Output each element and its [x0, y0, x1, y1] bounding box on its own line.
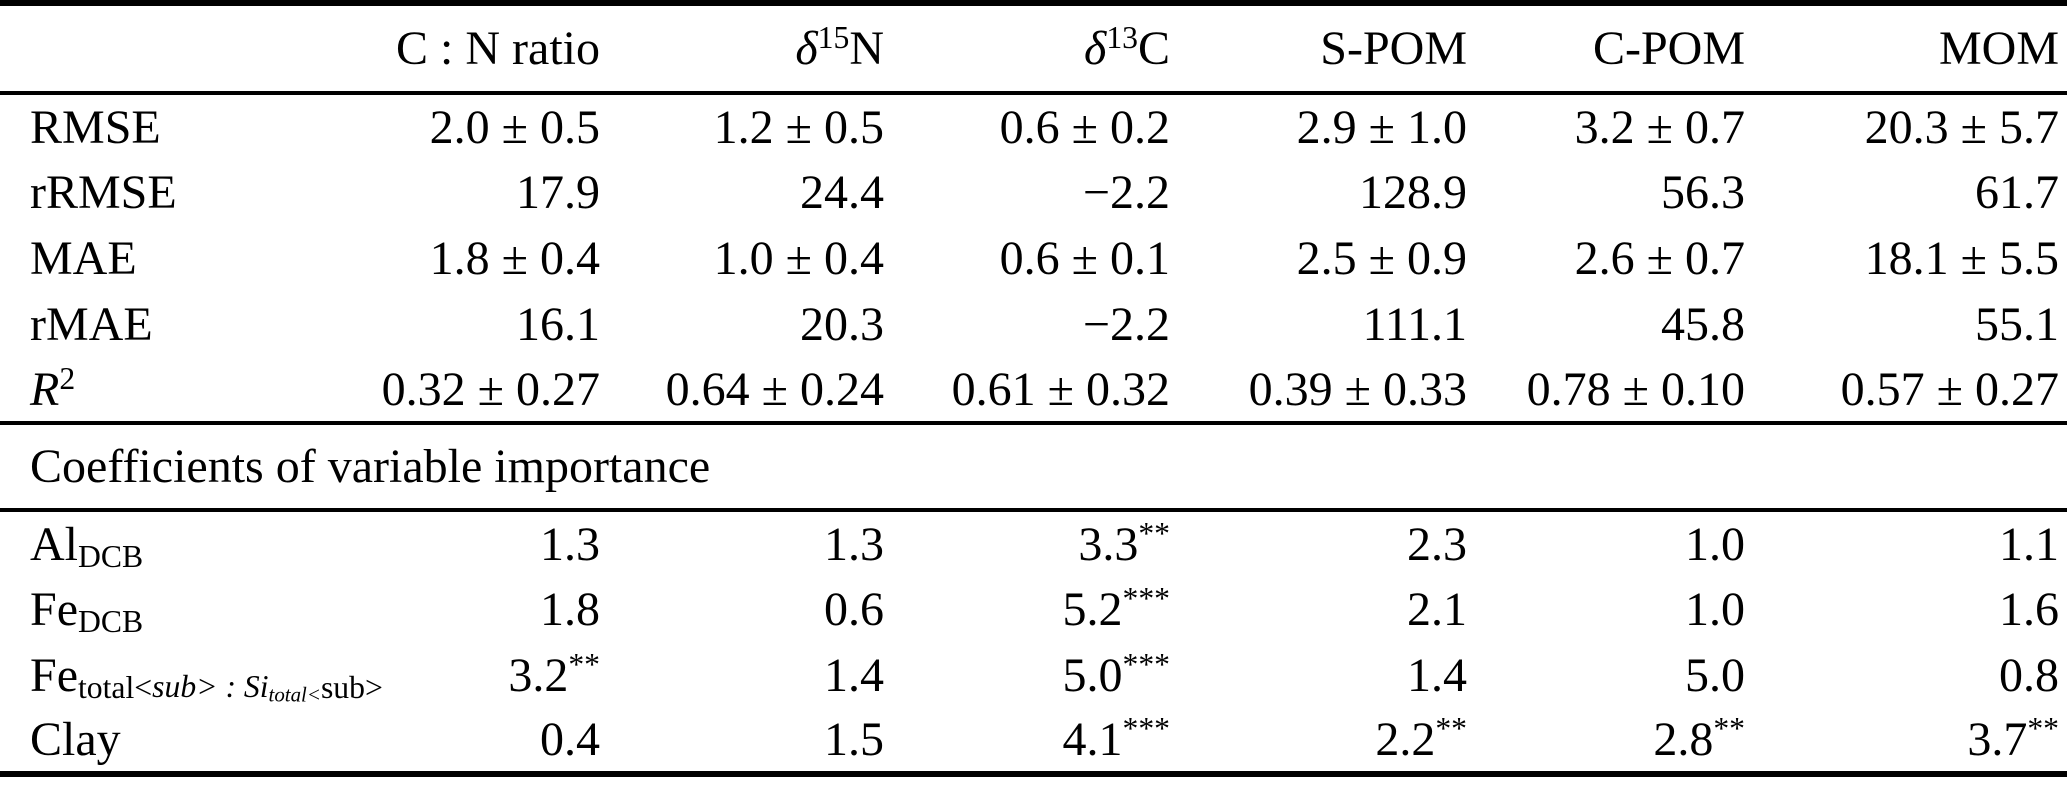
coefficient-row: FeDCB 1.8 0.6 5.2*** 2.1 1.0 1.6 [0, 576, 2067, 642]
value-cell: 1.0 ± 0.4 [713, 231, 884, 285]
value-cell: 1.6 [1999, 582, 2059, 636]
value-cell: 128.9 [1359, 165, 1467, 219]
row-label-column-header [0, 3, 340, 95]
metric-row: RMSE 2.0 ± 0.5 1.2 ± 0.5 0.6 ± 0.2 2.9 ± 1.0… [0, 93, 2067, 159]
value-cell: 1.0 [1685, 517, 1745, 571]
row-label: R2 [30, 360, 76, 416]
value-cell: 1.3 [824, 517, 884, 571]
value-cell: −2.2 [1082, 165, 1170, 219]
coefficient-row: AlDCB 1.3 1.3 3.3** 2.3 1.0 1.1 [0, 510, 2067, 576]
row-label: rMAE [30, 297, 153, 351]
value-cell: 0.64 ± 0.24 [665, 362, 884, 416]
table-header-row: C : N ratio δ15N δ13C S-POM C-POM MOM [0, 3, 2067, 95]
value-cell: 1.1 [1999, 517, 2059, 571]
metric-row: R2 0.32 ± 0.27 0.64 ± 0.24 0.61 ± 0.32 0.39 … [0, 357, 2067, 423]
value-cell: 1.5 [824, 713, 884, 766]
value-cell: 5.0*** [1062, 646, 1170, 702]
value-cell: 111.1 [1362, 297, 1467, 351]
value-cell: 0.32 ± 0.27 [381, 362, 600, 416]
value-cell: 0.6 ± 0.1 [999, 231, 1170, 285]
metric-row: MAE 1.8 ± 0.4 1.0 ± 0.4 0.6 ± 0.1 2.5 ± 0.9 2… [0, 225, 2067, 291]
column-header: S-POM [1178, 3, 1475, 95]
section-divider-row: Coefficients of variable importance [0, 421, 2067, 512]
value-cell: 3.2 ± 0.7 [1574, 100, 1745, 154]
column-header: MOM [1753, 3, 2067, 95]
value-cell: 2.3 [1407, 517, 1467, 571]
value-cell: 4.1*** [1062, 711, 1170, 766]
value-cell: 61.7 [1975, 165, 2059, 219]
value-cell: 1.8 ± 0.4 [429, 231, 600, 285]
metrics-section: RMSE 2.0 ± 0.5 1.2 ± 0.5 0.6 ± 0.2 2.9 ± 1.0… [0, 93, 2067, 423]
table-header: C : N ratio δ15N δ13C S-POM C-POM MOM [0, 3, 2067, 95]
value-cell: 2.8** [1653, 711, 1745, 766]
value-cell: 0.57 ± 0.27 [1840, 362, 2059, 416]
model-evaluation-table: C : N ratio δ15N δ13C S-POM C-POM MOM RMSE 2.0… [0, 0, 2067, 777]
row-label: MAE [30, 231, 137, 285]
value-cell: 1.4 [824, 648, 884, 702]
value-cell: 56.3 [1661, 165, 1745, 219]
value-cell: 2.1 [1407, 582, 1467, 636]
row-label: AlDCB [30, 517, 144, 574]
value-cell: −2.2 [1082, 297, 1170, 351]
column-header: C-POM [1475, 3, 1753, 95]
value-cell: 2.0 ± 0.5 [429, 100, 600, 154]
row-label: FeDCB [30, 582, 144, 639]
value-cell: 17.9 [516, 165, 600, 219]
coefficient-row: Clay 0.4 1.5 4.1*** 2.2** 2.8** 3.7** [0, 708, 2067, 774]
value-cell: 55.1 [1975, 297, 2059, 351]
value-cell: 45.8 [1661, 297, 1745, 351]
value-cell: 1.8 [540, 582, 600, 636]
coefficient-row: Fetotal<sub> : Sitotal<sub> 3.2** 1.4 5.0**… [0, 642, 2067, 708]
value-cell: 0.78 ± 0.10 [1526, 362, 1745, 416]
value-cell: 2.5 ± 0.9 [1296, 231, 1467, 285]
coefficients-section: AlDCB 1.3 1.3 3.3** 2.3 1.0 1.1 FeDCB 1.8 0.6 5.2*… [0, 510, 2067, 774]
value-cell: 20.3 ± 5.7 [1864, 100, 2059, 154]
value-cell: 0.8 [1999, 648, 2059, 702]
value-cell: 20.3 [800, 297, 884, 351]
value-cell: 3.2** [508, 646, 600, 702]
value-cell: 1.2 ± 0.5 [713, 100, 884, 154]
value-cell: 3.7** [1967, 711, 2059, 766]
value-cell: 0.39 ± 0.33 [1248, 362, 1467, 416]
row-label: RMSE [30, 100, 161, 154]
value-cell: 18.1 ± 5.5 [1864, 231, 2059, 285]
value-cell: 0.6 [824, 582, 884, 636]
value-cell: 2.9 ± 1.0 [1296, 100, 1467, 154]
value-cell: 2.6 ± 0.7 [1574, 231, 1745, 285]
column-header: δ15N [608, 3, 892, 95]
value-cell: 3.3** [1078, 515, 1170, 571]
value-cell: 1.4 [1407, 648, 1467, 702]
value-cell: 1.3 [540, 517, 600, 571]
value-cell: 0.6 ± 0.2 [999, 100, 1170, 154]
value-cell: 1.0 [1685, 582, 1745, 636]
value-cell: 0.61 ± 0.32 [951, 362, 1170, 416]
value-cell: 16.1 [516, 297, 600, 351]
metric-row: rMAE 16.1 20.3 −2.2 111.1 45.8 55.1 [0, 291, 2067, 357]
row-label: Fetotal<sub> : Sitotal<sub> [30, 648, 383, 708]
row-label: rRMSE [30, 165, 177, 219]
row-label: Clay [30, 713, 121, 766]
value-cell: 2.2** [1375, 711, 1467, 766]
value-cell: 5.2*** [1062, 580, 1170, 636]
value-cell: 24.4 [800, 165, 884, 219]
section-title: Coefficients of variable importance [0, 421, 2067, 512]
value-cell: 5.0 [1685, 648, 1745, 702]
divider-section: Coefficients of variable importance [0, 421, 2067, 512]
value-cell: 0.4 [540, 713, 600, 766]
column-header: C : N ratio [340, 3, 608, 95]
column-header: δ13C [892, 3, 1178, 95]
metric-row: rRMSE 17.9 24.4 −2.2 128.9 56.3 61.7 [0, 159, 2067, 225]
